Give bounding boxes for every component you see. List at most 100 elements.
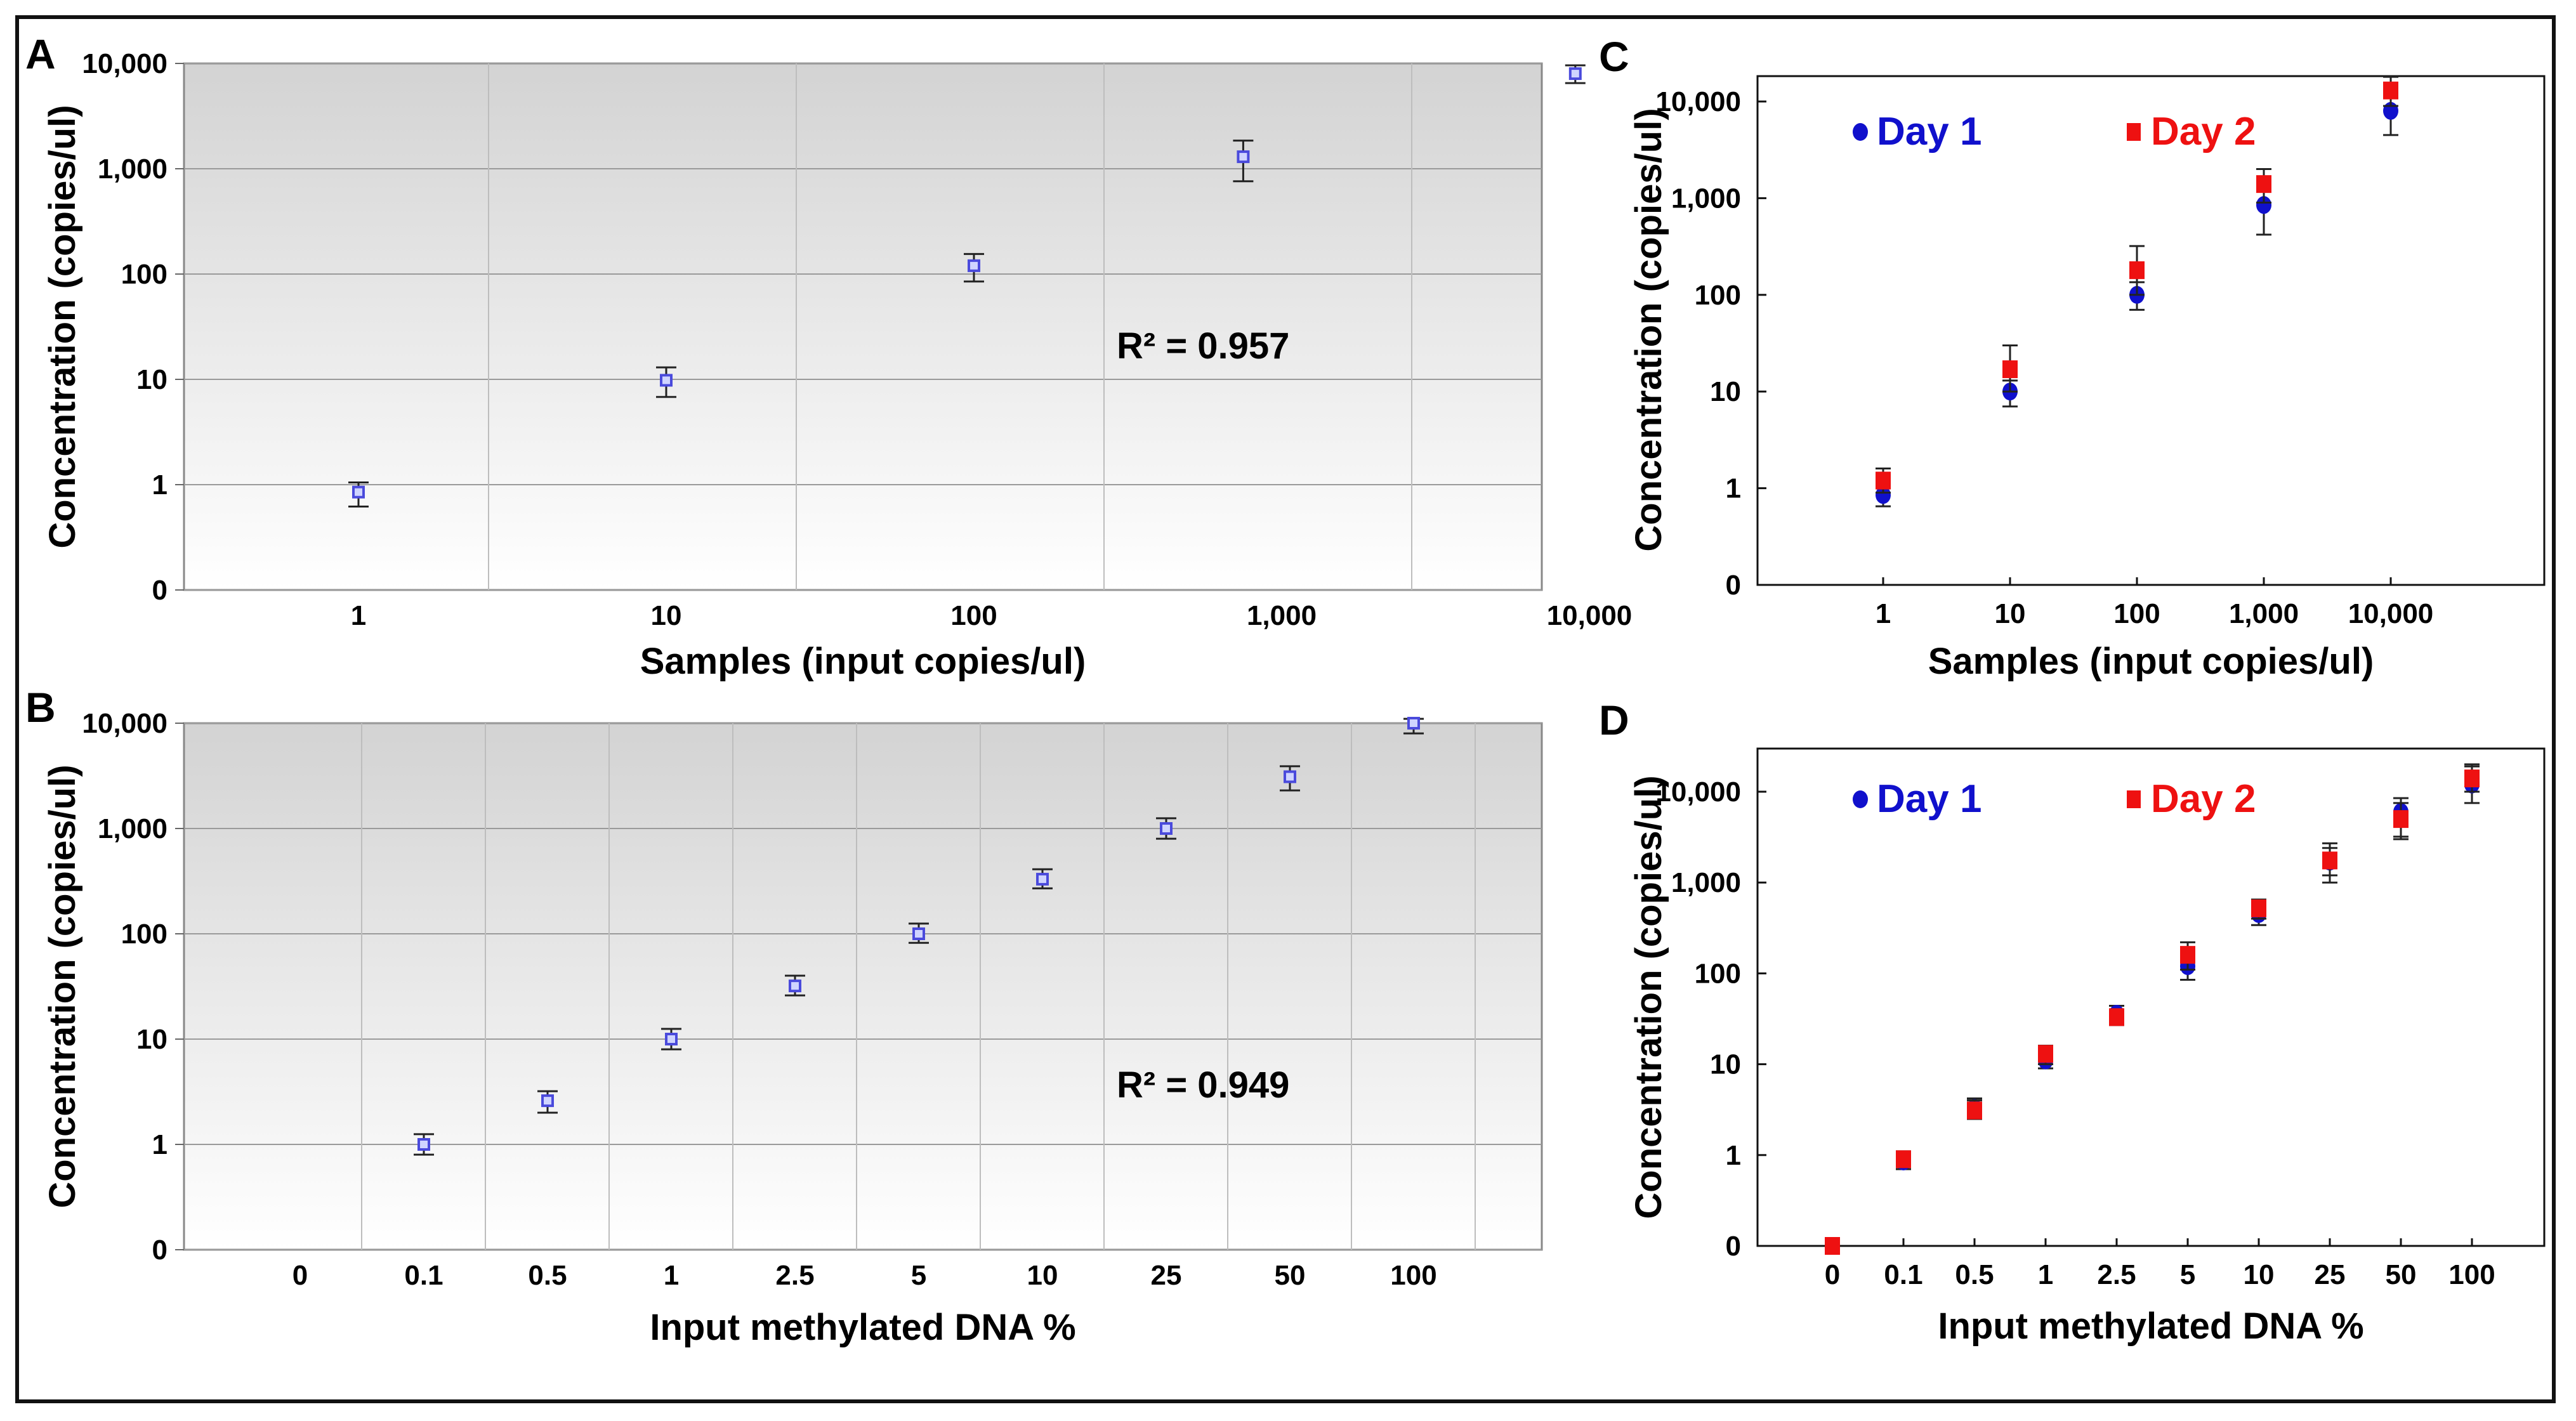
y-tick-label-d: 1 bbox=[1726, 1140, 1741, 1171]
data-point-a bbox=[968, 259, 980, 272]
day2-point-c bbox=[2129, 261, 2145, 279]
day2-point-c bbox=[2256, 175, 2271, 193]
y-tick-label-c: 0 bbox=[1726, 570, 1741, 601]
day2-point-c bbox=[2002, 360, 2018, 379]
data-point-a bbox=[352, 485, 365, 499]
day2-point-d bbox=[1825, 1237, 1840, 1255]
x-axis-label-b: Input methylated DNA % bbox=[650, 1307, 1075, 1348]
day2-point-d bbox=[2109, 1008, 2124, 1026]
data-point-b bbox=[1036, 872, 1049, 886]
x-tick-label-d: 0 bbox=[1825, 1259, 1840, 1290]
x-tick-label-c: 1,000 bbox=[2229, 598, 2299, 629]
x-tick-label-a: 1,000 bbox=[1247, 600, 1317, 631]
x-tick-label-b: 1 bbox=[664, 1260, 679, 1291]
panel-label-d: D bbox=[1599, 697, 1629, 743]
y-tick-label-b: 10 bbox=[136, 1024, 168, 1055]
day2-point-c bbox=[2383, 81, 2398, 100]
data-point-b bbox=[912, 927, 925, 940]
y-tick-label-a: 1,000 bbox=[98, 154, 168, 185]
panel-b-chart: B 0 1 10 100 1,000 10,000 0 0.1 0.5 1 2.5 5 10 25 50 1… bbox=[25, 684, 1543, 1348]
x-tick-label-d: 0.5 bbox=[1955, 1259, 1994, 1290]
y-tick-label-d: 0 bbox=[1726, 1231, 1741, 1262]
x-tick-label-b: 5 bbox=[911, 1260, 926, 1291]
x-tick-label-b: 0 bbox=[292, 1260, 308, 1291]
x-axis-label-d: Input methylated DNA % bbox=[1938, 1306, 2363, 1347]
day2-point-d bbox=[1896, 1150, 1911, 1169]
panel-label-c: C bbox=[1599, 33, 1629, 80]
x-tick-label-d: 50 bbox=[2386, 1259, 2417, 1290]
data-point-b bbox=[1407, 717, 1420, 730]
day2-point-d bbox=[1967, 1101, 1982, 1120]
legend-day2-marker bbox=[2127, 790, 2141, 808]
x-tick-label-c: 1 bbox=[1876, 598, 1891, 629]
data-point-b bbox=[1284, 770, 1296, 783]
data-point-b bbox=[417, 1138, 430, 1151]
y-axis-label-c: Concentration (copies/ul) bbox=[1628, 108, 1669, 551]
y-tick-label-c: 1,000 bbox=[1671, 183, 1741, 214]
day1-point-c bbox=[2256, 196, 2271, 214]
x-tick-label-b: 10 bbox=[1027, 1260, 1058, 1291]
data-point-b bbox=[541, 1094, 554, 1108]
panel-b-plot-area bbox=[183, 722, 1543, 1251]
x-axis-label-c: Samples (input copies/ul) bbox=[1928, 641, 2374, 682]
y-tick-label-a: 0 bbox=[152, 575, 168, 606]
x-tick-label-b: 25 bbox=[1151, 1260, 1182, 1291]
legend-day1-marker bbox=[1853, 123, 1868, 141]
x-tick-label-d: 0.1 bbox=[1884, 1259, 1922, 1290]
r-squared-annotation-b: R² = 0.949 bbox=[1117, 1064, 1289, 1106]
x-tick-label-c: 100 bbox=[2113, 598, 2160, 629]
y-tick-label-d: 10 bbox=[1710, 1049, 1741, 1080]
y-tick-label-b: 1 bbox=[152, 1129, 168, 1160]
y-axis-label-d: Concentration (copies/ul) bbox=[1628, 775, 1669, 1219]
y-tick-label-a: 10 bbox=[136, 364, 168, 395]
x-tick-label-c: 10,000 bbox=[2348, 598, 2434, 629]
panel-label-b: B bbox=[25, 684, 56, 731]
y-tick-label-b: 100 bbox=[121, 919, 168, 950]
panel-a-chart: A 0 1 10 100 1,000 10,000 1 10 100 1,000 10,000 R… bbox=[25, 30, 1632, 682]
y-tick-label-b: 10,000 bbox=[82, 708, 168, 739]
legend-day2-label: Day 2 bbox=[2151, 777, 2256, 821]
day2-point-d bbox=[2038, 1045, 2053, 1063]
x-tick-label-b: 0.1 bbox=[404, 1260, 443, 1291]
y-tick-label-c: 100 bbox=[1695, 280, 1741, 311]
y-tick-label-a: 100 bbox=[121, 259, 168, 290]
figure-frame bbox=[15, 15, 2556, 1403]
x-tick-label-d: 100 bbox=[2448, 1259, 2495, 1290]
panel-d-chart: D 0 1 10 100 1,000 10,000 0 0.1 0.5 1 2.5 5 10 25 50 1… bbox=[1599, 697, 2546, 1347]
day1-point-c bbox=[1876, 486, 1891, 504]
day2-point-d bbox=[2393, 810, 2408, 828]
data-point-a bbox=[1568, 67, 1582, 81]
y-tick-label-c: 10 bbox=[1710, 376, 1741, 407]
day2-point-c bbox=[1876, 471, 1891, 490]
y-axis-label-a: Concentration (copies/ul) bbox=[42, 105, 83, 548]
r-squared-annotation-a: R² = 0.957 bbox=[1117, 325, 1289, 367]
y-tick-label-d: 100 bbox=[1695, 958, 1741, 989]
x-tick-label-b: 2.5 bbox=[775, 1260, 814, 1291]
y-tick-label-d: 1,000 bbox=[1671, 867, 1741, 898]
y-tick-label-d: 10,000 bbox=[1655, 776, 1741, 808]
x-tick-label-d: 2.5 bbox=[2097, 1259, 2136, 1290]
day2-point-d bbox=[2322, 851, 2337, 870]
legend-day2-label: Day 2 bbox=[2151, 110, 2256, 154]
panel-a-plot-area bbox=[183, 62, 1543, 591]
data-point-b bbox=[1160, 822, 1173, 835]
x-tick-label-d: 10 bbox=[2244, 1259, 2275, 1290]
x-tick-label-b: 100 bbox=[1390, 1260, 1436, 1291]
panel-d-plot-area bbox=[1756, 747, 2546, 1247]
legend-day2-marker bbox=[2127, 123, 2141, 141]
y-tick-label-a: 1 bbox=[152, 469, 168, 501]
day2-point-d bbox=[2180, 946, 2195, 964]
y-tick-label-c: 1 bbox=[1726, 473, 1741, 504]
x-tick-label-d: 1 bbox=[2038, 1259, 2053, 1290]
data-point-b bbox=[665, 1033, 678, 1045]
x-tick-label-a: 10 bbox=[651, 600, 682, 631]
legend-day1-marker bbox=[1853, 790, 1868, 808]
legend-day1-label: Day 1 bbox=[1877, 777, 1981, 821]
day2-point-d bbox=[2251, 899, 2266, 917]
x-tick-label-a: 10,000 bbox=[1547, 600, 1633, 631]
panel-c-chart: C 0 1 10 100 1,000 10,000 1 10 100 1,000 10,000 D… bbox=[1599, 33, 2546, 682]
y-axis-label-b: Concentration (copies/ul) bbox=[42, 764, 83, 1208]
x-axis-label-a: Samples (input copies/ul) bbox=[640, 641, 1086, 682]
y-tick-label-b: 1,000 bbox=[98, 813, 168, 844]
x-tick-label-b: 0.5 bbox=[528, 1260, 567, 1291]
